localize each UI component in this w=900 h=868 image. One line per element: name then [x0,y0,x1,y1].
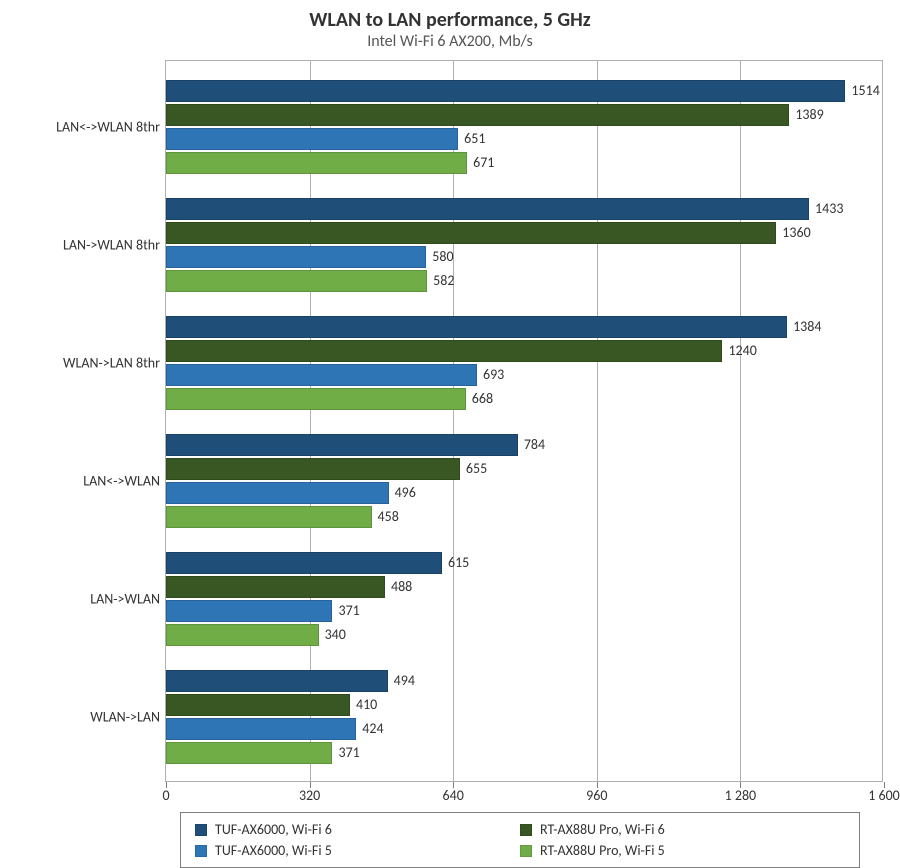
bar [166,316,787,338]
bar [166,222,776,244]
y-axis-category-label: LAN<->WLAN [83,473,166,490]
bar-value-label: 494 [394,670,415,692]
bar-value-label: 424 [362,718,383,740]
y-axis-category-label: LAN<->WLAN 8thr [56,119,166,136]
bar [166,340,722,362]
bar [166,576,385,598]
legend-item: TUF-AX6000, Wi-Fi 6 [195,819,520,840]
bar [166,80,845,102]
legend-swatch [195,845,207,857]
y-axis-category-label: LAN->WLAN [90,591,166,608]
bar [166,694,350,716]
bar-value-label: 655 [466,458,487,480]
bar-value-label: 340 [325,624,346,646]
x-tick-label: 1 280 [725,787,757,804]
gridline [740,61,741,781]
plot-area: 03206409601 2801 600LAN<->WLAN 8thr15141… [165,60,883,782]
bar-value-label: 1360 [782,222,810,244]
y-axis-category-label: WLAN->LAN 8thr [63,355,166,372]
bar [166,434,518,456]
x-tick-label: 640 [443,787,464,804]
chart-title: WLAN to LAN performance, 5 GHz [0,0,900,32]
legend-row: TUF-AX6000, Wi-Fi 6 RT-AX88U Pro, Wi-Fi 6 [195,819,845,840]
bar [166,388,466,410]
bar-value-label: 496 [395,482,416,504]
bar-value-label: 1240 [728,340,756,362]
legend: TUF-AX6000, Wi-Fi 6 RT-AX88U Pro, Wi-Fi 6… [180,812,860,868]
bar [166,198,809,220]
legend-swatch [195,824,207,836]
bar-value-label: 668 [472,388,493,410]
legend-swatch [520,845,532,857]
gridline [597,61,598,781]
legend-label: RT-AX88U Pro, Wi-Fi 6 [540,821,665,838]
bar-value-label: 784 [524,434,545,456]
bar [166,670,388,692]
legend-item: RT-AX88U Pro, Wi-Fi 6 [520,819,845,840]
bar-value-label: 671 [473,152,494,174]
x-tick-label: 960 [586,787,607,804]
bar [166,552,442,574]
bar [166,600,332,622]
x-tick-label: 1 600 [868,787,900,804]
chart-container: WLAN to LAN performance, 5 GHz Intel Wi-… [0,0,900,861]
bar [166,624,319,646]
legend-item: TUF-AX6000, Wi-Fi 5 [195,840,520,861]
x-tick-label: 0 [162,787,169,804]
y-axis-category-label: LAN->WLAN 8thr [63,237,166,254]
bar-value-label: 1433 [815,198,843,220]
bar-value-label: 615 [448,552,469,574]
bar-value-label: 371 [338,600,359,622]
bar-value-label: 693 [483,364,504,386]
x-tick-label: 320 [299,787,320,804]
chart-subtitle: Intel Wi-Fi 6 AX200, Mb/s [0,32,900,51]
y-axis-category-label: WLAN->LAN [90,709,166,726]
legend-label: TUF-AX6000, Wi-Fi 5 [215,842,332,859]
bar [166,458,460,480]
legend-label: RT-AX88U Pro, Wi-Fi 5 [540,842,665,859]
legend-label: TUF-AX6000, Wi-Fi 6 [215,821,332,838]
bar [166,506,372,528]
legend-row: TUF-AX6000, Wi-Fi 5 RT-AX88U Pro, Wi-Fi 5 [195,840,845,861]
bar [166,270,427,292]
bar [166,246,426,268]
bar-value-label: 1384 [793,316,821,338]
bar-value-label: 580 [432,246,453,268]
bar [166,718,356,740]
legend-swatch [520,824,532,836]
bar-value-label: 371 [338,742,359,764]
bar-value-label: 410 [356,694,377,716]
bar [166,152,467,174]
bar [166,482,389,504]
bar-value-label: 582 [433,270,454,292]
bar [166,364,477,386]
bar-value-label: 651 [464,128,485,150]
bar [166,128,458,150]
bar-value-label: 1514 [851,80,879,102]
bar [166,104,789,126]
bar [166,742,332,764]
bar-value-label: 458 [378,506,399,528]
bar-value-label: 1389 [795,104,823,126]
bar-value-label: 488 [391,576,412,598]
legend-item: RT-AX88U Pro, Wi-Fi 5 [520,840,845,861]
